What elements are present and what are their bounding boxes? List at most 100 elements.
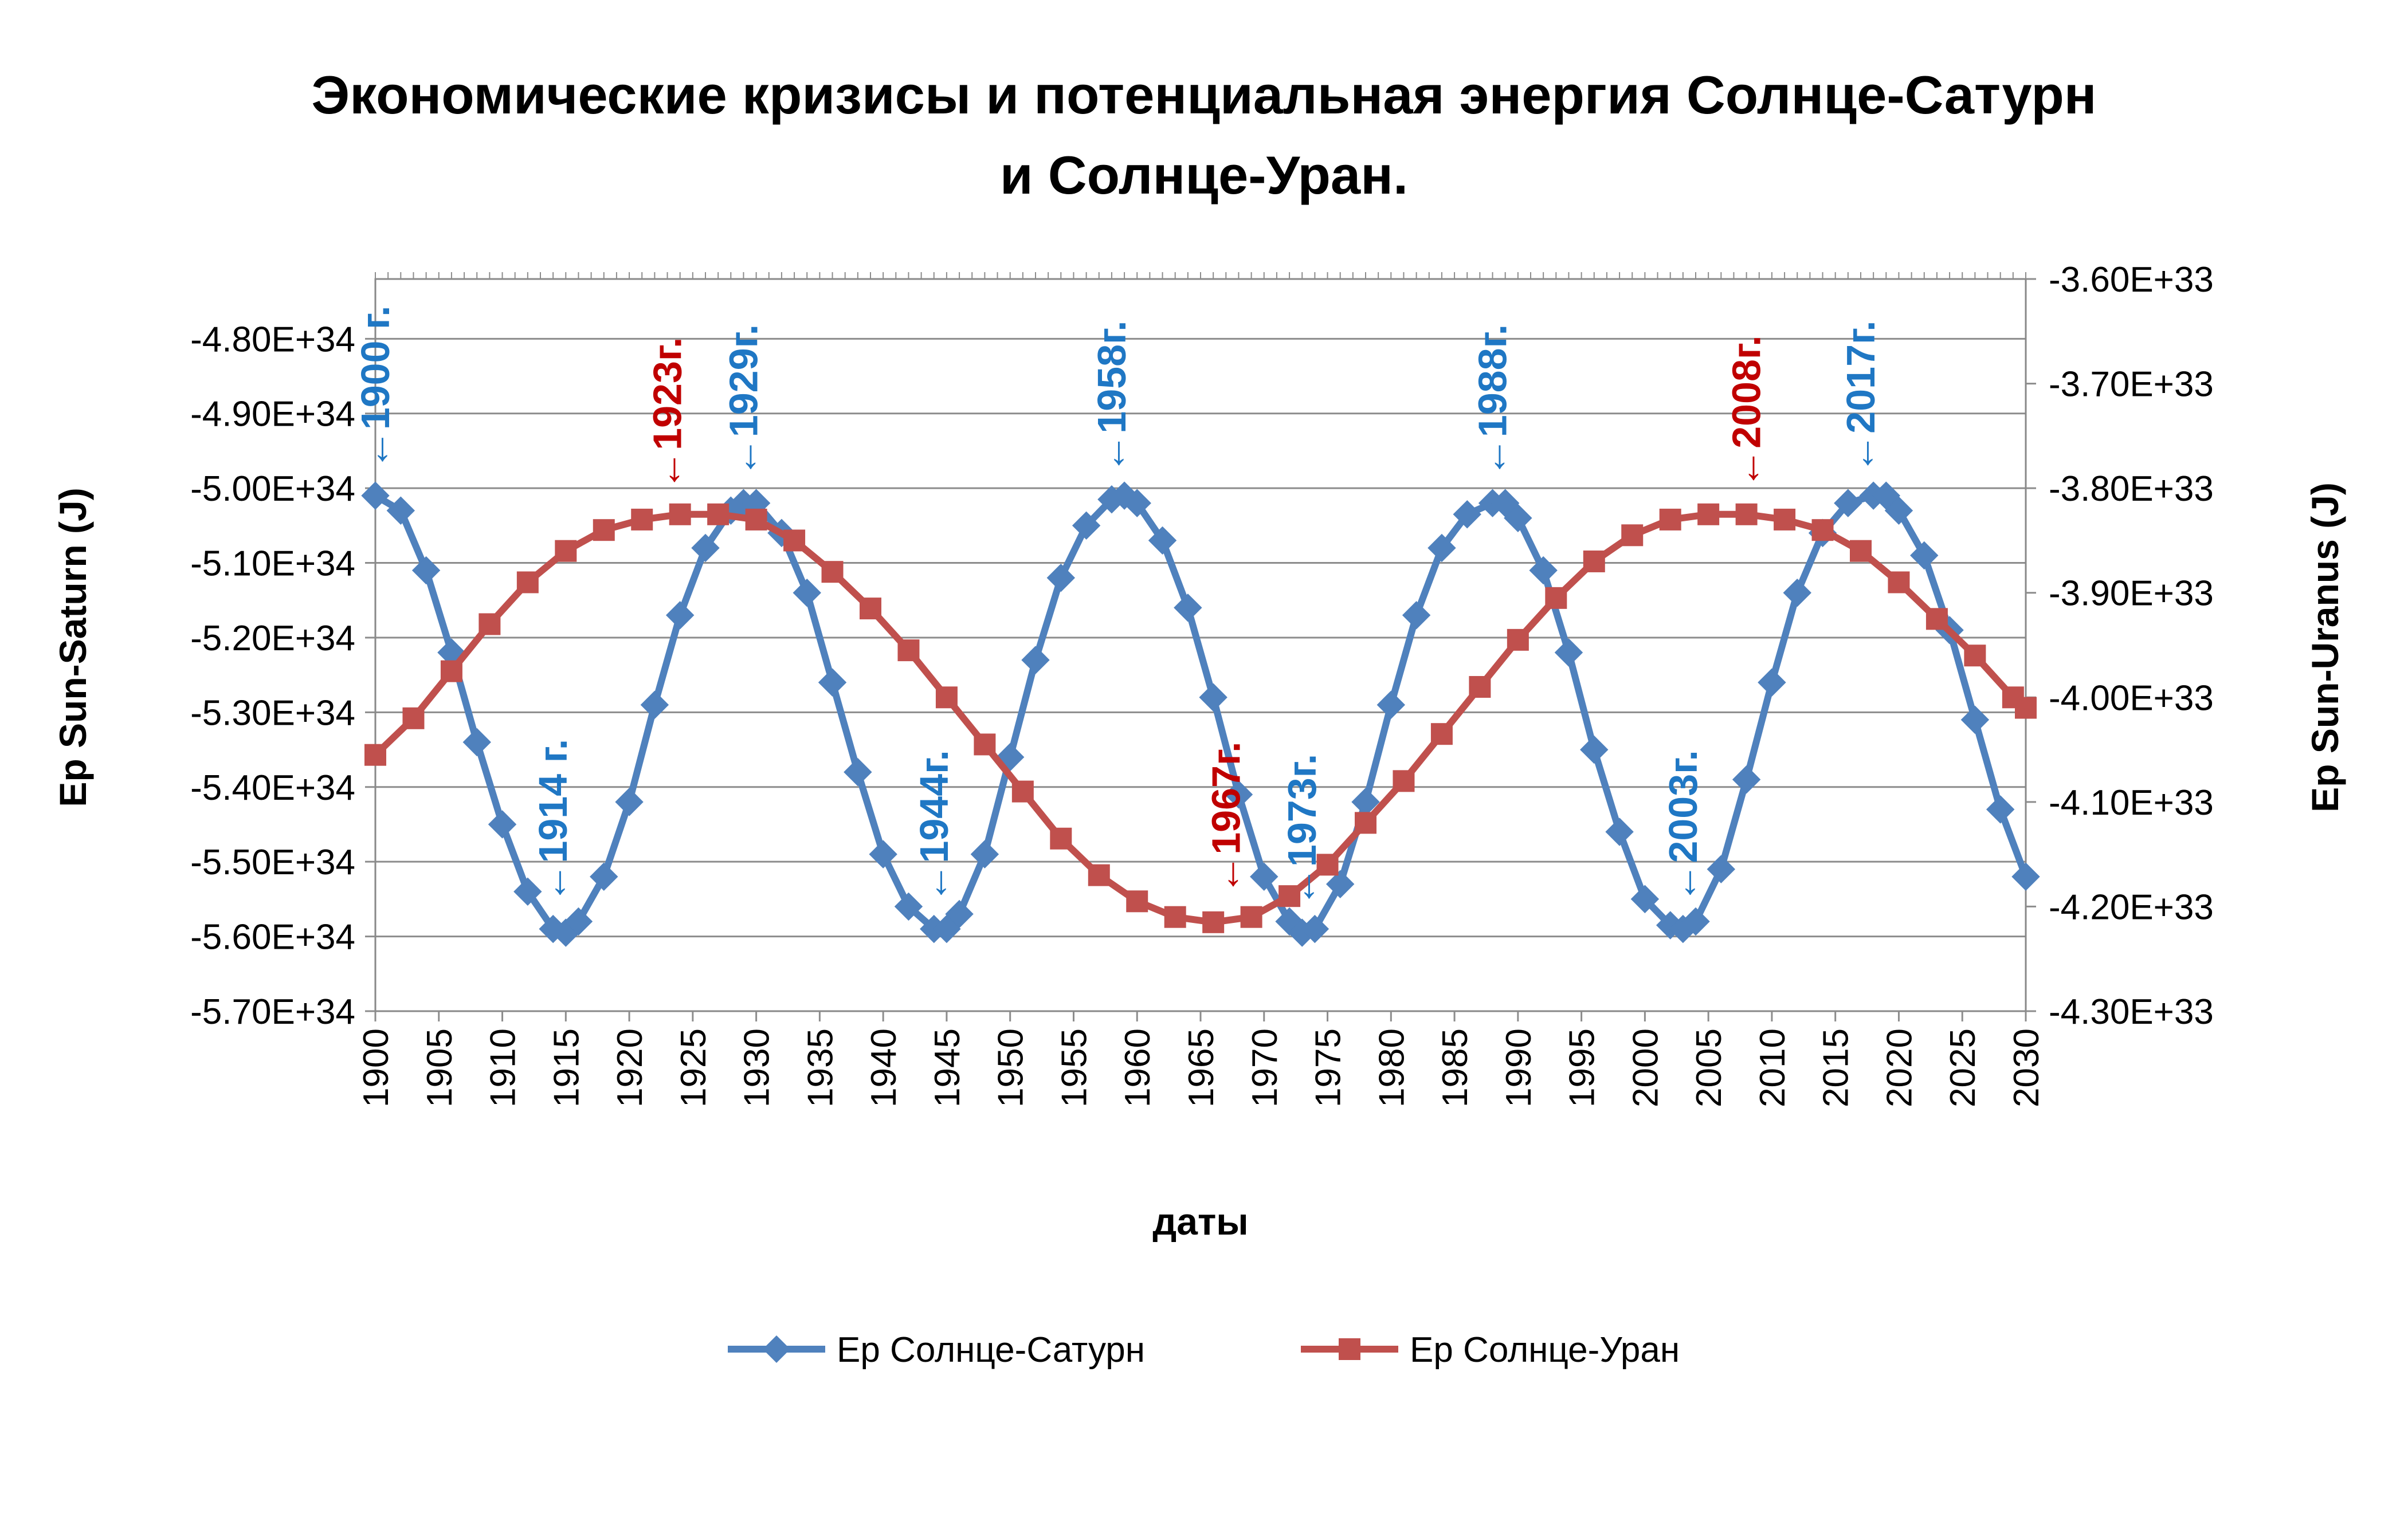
data-point <box>869 840 897 868</box>
data-point <box>593 519 615 541</box>
data-point <box>1316 854 1339 876</box>
y-tick-label: -5.50E+34 <box>190 843 355 882</box>
data-point <box>1402 601 1431 630</box>
data-point <box>1707 855 1736 883</box>
data-point <box>1430 723 1453 745</box>
data-point <box>1545 587 1567 609</box>
data-point <box>1453 500 1481 529</box>
data-point <box>2015 697 2037 719</box>
data-point <box>860 598 881 620</box>
x-tick-label: 1990 <box>1499 1028 1539 1107</box>
annotation-label: ←1900 г. <box>353 305 398 470</box>
data-point <box>1300 914 1330 944</box>
y-tick-label: -4.90E+34 <box>190 395 355 434</box>
annotation-label: ←1988г. <box>1470 324 1515 477</box>
data-point <box>631 508 653 530</box>
y-tick-label: -5.10E+34 <box>190 544 355 584</box>
data-point <box>1621 524 1644 547</box>
y2-tick-label: -3.60E+33 <box>2049 260 2214 300</box>
data-point <box>1126 890 1148 913</box>
x-tick-label: 1905 <box>420 1028 460 1107</box>
x-tick-label: 1995 <box>1563 1028 1602 1107</box>
data-point <box>479 613 501 635</box>
x-tick-label: 2030 <box>2007 1028 2046 1107</box>
legend-marker <box>1339 1338 1360 1360</box>
data-point <box>1884 496 1913 525</box>
data-point <box>1507 628 1529 651</box>
x-tick-label: 1960 <box>1118 1028 1158 1107</box>
legend: Ep Солнце-Сатурн Ep Солнце-Уран <box>728 1330 1680 1370</box>
x-tick-label: 1970 <box>1245 1028 1285 1107</box>
y2-tick-label: -3.80E+33 <box>2049 469 2214 509</box>
data-point <box>1986 795 2015 824</box>
data-point <box>1529 556 1558 585</box>
data-point <box>974 733 996 756</box>
y2-tick-label: -4.30E+33 <box>2049 992 2214 1032</box>
data-point <box>1834 489 1862 517</box>
data-point <box>1850 540 1872 562</box>
y2-axis-title: Ep Sun-Uranus (J) <box>2304 482 2346 812</box>
data-point <box>897 639 920 662</box>
data-point <box>513 877 542 906</box>
data-point <box>361 481 390 510</box>
x-tick-label: 2020 <box>1880 1028 1919 1107</box>
y-tick-label: -4.80E+34 <box>190 320 355 359</box>
legend-item-2: Ep Солнце-Уран <box>1301 1330 1680 1370</box>
x-tick-label: 1965 <box>1182 1028 1221 1107</box>
data-point <box>1123 489 1151 517</box>
series-layer <box>361 481 2040 947</box>
x-tick-label: 2010 <box>1753 1028 1793 1107</box>
x-tick-label: 1980 <box>1372 1028 1411 1107</box>
data-point <box>462 728 491 757</box>
data-point <box>1732 765 1761 794</box>
y2-tick-label: -3.70E+33 <box>2049 365 2214 404</box>
data-point <box>411 556 441 585</box>
data-point <box>1605 818 1634 846</box>
x-tick-label: 2025 <box>1943 1028 1983 1107</box>
y-tick-label: -5.70E+34 <box>190 992 355 1032</box>
data-point <box>1224 780 1253 809</box>
data-point <box>1964 645 1986 667</box>
data-point <box>793 579 821 607</box>
data-point <box>1504 504 1532 533</box>
data-point <box>1050 827 1072 850</box>
y2-tick-label: -4.20E+33 <box>2049 887 2214 927</box>
data-point <box>440 660 462 682</box>
data-point <box>1583 550 1605 572</box>
data-point <box>818 668 847 697</box>
data-point <box>1735 503 1758 525</box>
data-point <box>1580 735 1609 764</box>
annotation-label: ←1914 г. <box>531 739 575 903</box>
data-point <box>1925 608 1948 630</box>
data-point <box>821 561 844 583</box>
data-point <box>386 496 415 525</box>
annotation-label: ←2017г. <box>1838 320 1883 473</box>
x-axis-title: даты <box>1152 1200 1248 1243</box>
data-point <box>1278 885 1301 907</box>
data-point <box>783 529 806 552</box>
data-point <box>590 862 618 891</box>
data-point <box>1774 508 1796 530</box>
legend-label: Ep Солнце-Уран <box>1410 1330 1680 1370</box>
data-point <box>2011 862 2040 891</box>
data-point <box>1240 906 1262 928</box>
data-point <box>935 686 958 709</box>
x-tick-label: 1900 <box>356 1028 396 1107</box>
legend-item-1: Ep Солнце-Сатурн <box>728 1330 1145 1370</box>
data-point <box>1393 770 1415 792</box>
annotation-label: ←1967г. <box>1203 741 1248 894</box>
data-point <box>364 744 386 766</box>
data-point <box>1164 906 1186 928</box>
annotation-label: ←2003г. <box>1661 750 1705 903</box>
data-point <box>1072 511 1101 540</box>
data-point <box>1758 668 1786 697</box>
data-point <box>488 810 517 839</box>
y-tick-label: -5.20E+34 <box>190 619 355 658</box>
annotation-label: ←1944г. <box>912 750 956 903</box>
data-point <box>1427 533 1456 563</box>
x-tick-label: 1975 <box>1309 1028 1348 1107</box>
x-tick-label: 1930 <box>738 1028 777 1107</box>
y2-tick-label: -3.90E+33 <box>2049 574 2214 614</box>
annotation-label: ←1973г. <box>1280 754 1324 907</box>
